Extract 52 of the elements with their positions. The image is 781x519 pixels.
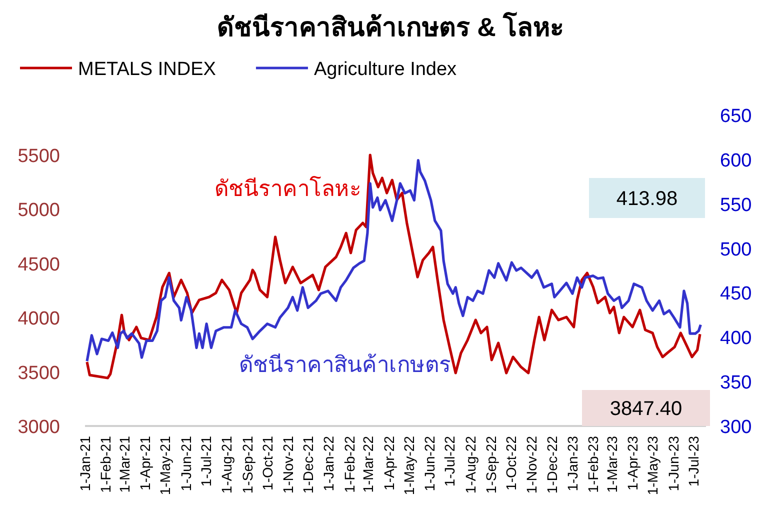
legend-label: METALS INDEX [78,59,216,80]
y2-tick-label: 300 [720,417,752,438]
y-tick-label: 4500 [18,254,60,276]
x-tick-label: 1-Apr-22 [380,436,397,490]
y-tick-label: 3500 [18,362,60,384]
y2-tick-label: 400 [720,328,752,350]
x-tick-label: 1-Mar-22 [360,436,376,493]
x-tick-label: 1-Apr-23 [624,436,641,490]
x-tick-label: 1-May-21 [157,436,174,496]
y2-tick-label: 450 [720,284,752,305]
x-tick-label: 1-Sep-22 [482,436,499,494]
annotation: ดัชนีราคาสินค้าเกษตร [239,352,451,377]
x-tick-label: 1-Mar-21 [116,436,132,493]
x-tick-label: 1-Jun-22 [422,436,438,492]
x-tick-label: 1-Oct-21 [259,436,276,490]
y-tick-label: 5500 [18,146,60,167]
x-tick-label: 1-Apr-21 [137,436,154,490]
x-tick-label: 1-Oct-22 [503,436,520,490]
x-tick-label: 1-Jul-23 [685,436,702,487]
x-tick-label: 1-May-22 [400,436,417,496]
x-tick-label: 1-Jul-21 [198,436,214,487]
x-tick-label: 1-Jan-22 [320,436,337,492]
y2-tick-label: 500 [720,239,752,260]
y2-tick-label: 650 [720,106,752,127]
x-tick-label: 1-Jan-21 [77,436,93,492]
legend-label: Agriculture Index [314,59,458,80]
x-tick-label: 1-Feb-23 [585,436,602,493]
x-tick-label: 1-Feb-22 [341,436,358,493]
annotation: ดัชนีราคาโลหะ [214,176,362,201]
x-tick-label: 1-Aug-22 [462,436,478,494]
y-tick-label: 4000 [18,308,60,330]
y2-tick-label: 350 [720,372,752,394]
x-tick-label: 1-Sep-21 [239,436,256,494]
y2-tick-label: 600 [720,150,752,172]
x-tick-label: 1-Aug-21 [218,436,235,494]
annotation: 3847.40 [610,398,682,420]
x-tick-label: 1-Nov-22 [524,436,540,494]
x-tick-label: 1-Jun-21 [178,436,194,492]
y-tick-label: 3000 [18,417,60,438]
x-tick-label: 1-Nov-21 [280,436,296,494]
y-tick-label: 5000 [18,200,60,222]
x-tick-label: 1-Mar-23 [604,436,620,493]
annotation: 413.98 [616,188,678,210]
x-tick-label: 1-Jun-23 [665,436,682,492]
x-tick-label: 1-Jan-23 [564,436,580,492]
x-tick-label: 1-Dec-22 [544,436,560,494]
x-tick-label: 1-Jul-22 [442,436,458,487]
x-tick-label: 1-Dec-21 [300,436,316,494]
x-tick-label: 1-May-23 [644,436,661,496]
y2-tick-label: 550 [720,194,752,216]
chart-title: ดัชนีราคาสินค้าเกษตร & โลหะ [216,11,564,42]
x-tick-label: 1-Feb-21 [98,436,114,493]
